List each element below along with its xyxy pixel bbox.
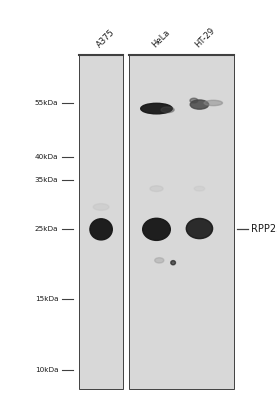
Ellipse shape <box>194 186 205 191</box>
Text: 55kDa: 55kDa <box>35 100 58 106</box>
Text: A375: A375 <box>95 28 117 49</box>
Text: HeLa: HeLa <box>150 28 172 49</box>
Ellipse shape <box>204 100 222 106</box>
Ellipse shape <box>90 219 112 240</box>
Ellipse shape <box>161 107 174 113</box>
Text: 10kDa: 10kDa <box>35 368 58 374</box>
Text: 15kDa: 15kDa <box>35 296 58 302</box>
Text: HT-29: HT-29 <box>193 26 217 49</box>
Ellipse shape <box>93 204 109 210</box>
Bar <box>129 55 234 389</box>
Text: 40kDa: 40kDa <box>35 154 58 160</box>
Ellipse shape <box>143 218 170 240</box>
Ellipse shape <box>190 98 198 103</box>
Text: RPP25: RPP25 <box>251 224 277 234</box>
Ellipse shape <box>150 186 163 192</box>
Ellipse shape <box>171 260 176 265</box>
Text: 35kDa: 35kDa <box>35 177 58 183</box>
Ellipse shape <box>186 218 213 239</box>
Ellipse shape <box>190 100 209 109</box>
Ellipse shape <box>155 258 164 263</box>
Bar <box>79 55 123 389</box>
Text: 25kDa: 25kDa <box>35 226 58 232</box>
Ellipse shape <box>141 103 172 114</box>
